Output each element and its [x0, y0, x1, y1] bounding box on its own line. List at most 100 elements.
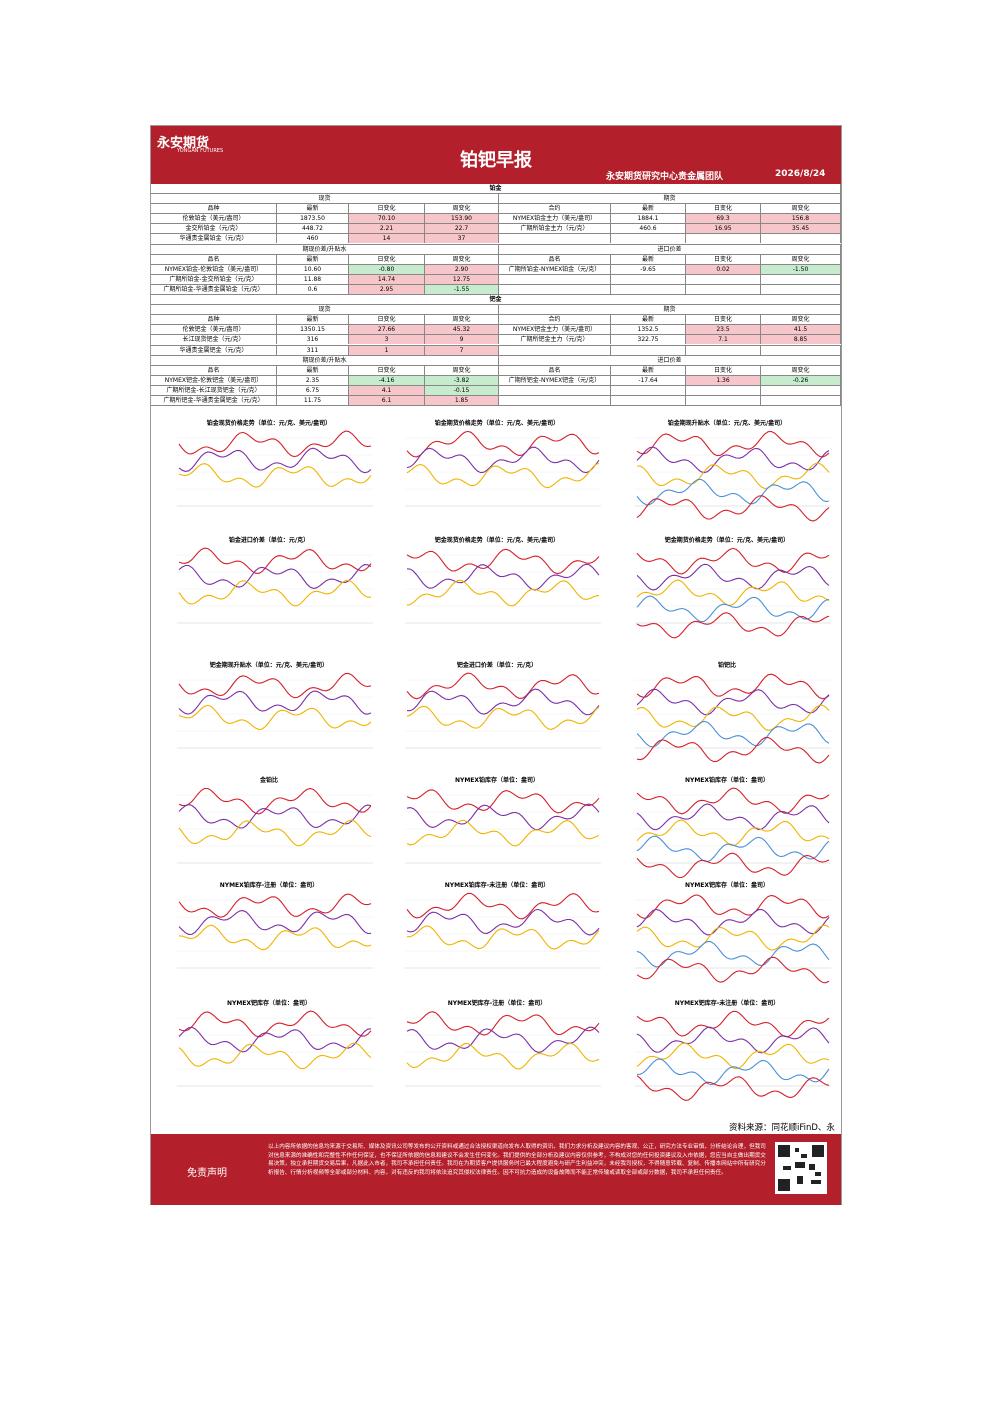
chart: 铂金进口价差（单位：元/克） — [155, 531, 383, 649]
cell — [686, 274, 761, 284]
decor-line — [636, 787, 830, 815]
chart-title: NYMEX钯库存-未注册（单位：盎司） — [674, 1000, 780, 1007]
chart-plot — [635, 1010, 831, 1101]
decor-line — [636, 1010, 830, 1038]
decor-line — [636, 835, 830, 863]
chart-title: NYMEX铂库存（单位：盎司） — [684, 777, 770, 784]
cell: 日变化 — [686, 315, 761, 325]
title: 铂钯早报 — [460, 150, 532, 171]
disclaimer-text: 以上内容所依据的信息均来源于交易所、媒体及资讯公司等发布的公开资料或通过合法授权… — [268, 1144, 766, 1176]
cell: 6.1 — [349, 395, 425, 405]
cell — [499, 345, 611, 355]
cell: 2.95 — [349, 284, 425, 294]
cell: 周变化 — [425, 204, 499, 214]
chart-plot — [635, 547, 831, 639]
cell: -4.16 — [349, 375, 425, 385]
table-row: 品种 合约 最新 最新 日变化 日变化 周变化 周变化 — [151, 315, 841, 326]
cell: 1873.50 — [277, 214, 349, 224]
cell: 品种 — [151, 204, 277, 214]
decor-line — [406, 908, 600, 936]
cell: 311 — [277, 345, 349, 355]
cell: 进口价差 — [499, 355, 841, 365]
cell: 伦敦铂金（美元/盎司） — [151, 214, 277, 224]
decor-line — [406, 548, 600, 575]
cell: 6.75 — [277, 385, 349, 395]
cell — [761, 234, 841, 244]
chart: NYMEX钯库存-注册（单位：盎司） — [383, 994, 611, 1112]
decor-line — [178, 1042, 372, 1070]
decor-line — [178, 804, 372, 829]
chart: 铂金期货价格走势（单位：元/克、美元/盎司） — [383, 414, 611, 532]
chart-plot — [635, 673, 831, 764]
cell: 日变化 — [349, 315, 425, 325]
table-row: 现货 期货 — [151, 305, 841, 316]
chart-title: NYMEX铂库存（单位：盎司） — [454, 777, 540, 784]
decor-line — [636, 1075, 830, 1101]
cell: 广期所钯金-华通贵金属钯金（元/克） — [151, 395, 277, 405]
decor-line — [178, 547, 372, 574]
cell: 11.75 — [277, 395, 349, 405]
cell: 1884.1 — [611, 214, 686, 224]
decor-line — [406, 803, 600, 831]
cell: 长江现货钯金（元/克） — [151, 335, 277, 345]
chart: 铂金现货价格走势（单位：元/克、美元/盎司） — [155, 414, 383, 532]
cell — [611, 345, 686, 355]
cell: 22.7 — [425, 224, 499, 234]
cell: 23.5 — [686, 325, 761, 335]
cell — [499, 274, 611, 284]
cell: 品名 — [151, 254, 277, 264]
cell: 27.66 — [349, 325, 425, 335]
chart: 钯金进口价差（单位：元/克） — [383, 656, 611, 774]
chart-title: NYMEX钯库存（单位：盎司） — [684, 882, 770, 889]
chart-plot — [177, 787, 373, 864]
chart-plot — [635, 894, 831, 984]
cell: -17.64 — [611, 375, 686, 385]
cell: 周变化 — [761, 254, 841, 264]
cell: 最新 — [611, 254, 686, 264]
table-row: 品名 品名 最新 最新 日变化 日变化 周变化 周变化 — [151, 254, 841, 265]
decor-line — [406, 688, 600, 716]
cell: 周变化 — [761, 315, 841, 325]
cell: 37 — [425, 234, 499, 244]
date: 2026/8/24 — [775, 169, 826, 179]
table-row: 伦敦铂金（美元/盎司） 1873.50 70.10 153.90 NYMEX铂金主力（美… — [151, 214, 841, 225]
decor-line — [178, 1010, 372, 1038]
cell: 41.5 — [761, 325, 841, 335]
decor-line — [178, 430, 372, 458]
cell: 70.10 — [349, 214, 425, 224]
table-row: 伦敦钯金（美元/盎司） 1350.15 27.66 45.32 NYMEX钯金主力（美元… — [151, 325, 841, 336]
cell — [761, 385, 841, 395]
cell — [761, 345, 841, 355]
decor-line — [178, 579, 371, 607]
cell: -1.50 — [761, 264, 841, 274]
cell: 460 — [277, 234, 349, 244]
cell: 2.35 — [277, 375, 349, 385]
chart-title: 钯金期现升贴水（单位：元/克、美元/盎司） — [209, 662, 329, 669]
decor-line — [406, 1026, 600, 1053]
cell: 华通贵金属铂金（元/克） — [151, 234, 277, 244]
decor-line — [178, 910, 372, 935]
team: 永安期货研究中心贵金属团队 — [606, 172, 724, 182]
cell: 0.6 — [277, 284, 349, 294]
cell: 10.60 — [277, 264, 349, 274]
decor-line — [636, 547, 830, 575]
chart-plot — [405, 892, 601, 969]
cell: 14 — [349, 234, 425, 244]
cell: 1 — [349, 345, 425, 355]
table-row: 广期所钯金-华通贵金属钯金（元/克） 11.75 6.1 1.85 — [151, 395, 841, 407]
cell: 最新 — [611, 315, 686, 325]
decor-line — [406, 430, 600, 458]
cell: 322.75 — [611, 335, 686, 345]
cell: 日变化 — [686, 204, 761, 214]
chart: 钯金期货价格走势（单位：元/克、美元/盎司） — [613, 531, 841, 649]
cell: 钯金 — [151, 295, 841, 305]
cell: 周变化 — [761, 365, 841, 375]
decor-line — [636, 852, 830, 879]
chart-title: NYMEX钯库存（单位：盎司） — [226, 1000, 312, 1007]
decor-line — [636, 941, 830, 968]
chart: NYMEX铂库存-注册（单位：盎司） — [155, 876, 383, 994]
cell: 最新 — [277, 315, 349, 325]
cell: 品种 — [151, 315, 277, 325]
chart: NYMEX铂库存（单位：盎司） — [383, 771, 611, 889]
table-row: 广期所钯金-长江现货钯金（元/克） 6.75 4.1 -0.15 — [151, 385, 841, 396]
